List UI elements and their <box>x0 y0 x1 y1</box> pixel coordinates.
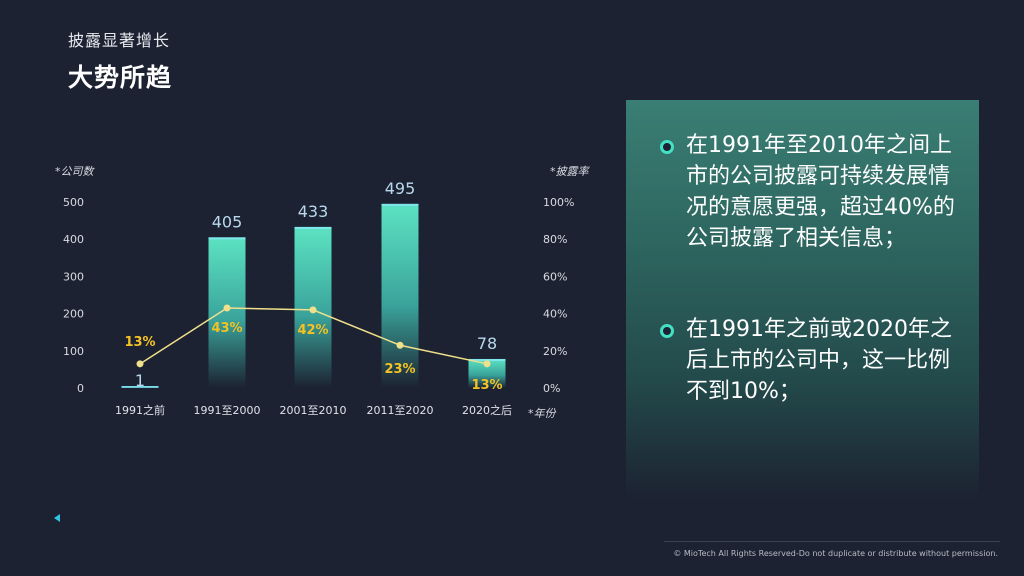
x-tick-label: 1991至2000 <box>194 404 261 417</box>
line-point <box>136 360 144 368</box>
bullet-dot-icon <box>660 324 674 338</box>
chart: *公司数 *披露率 *年份 0 100 200 300 400 500 0% 20% 40% 6… <box>55 165 590 420</box>
y-left-axis-label: *公司数 <box>55 165 95 178</box>
y-right-tick-label: 40% <box>543 308 567 321</box>
line-value-label: 42% <box>297 323 328 338</box>
bar-value-label: 495 <box>385 179 416 198</box>
line-point <box>223 304 231 312</box>
line-point <box>309 306 317 314</box>
x-tick-label: 2011至2020 <box>367 404 434 417</box>
y-left-tick-label: 100 <box>63 345 84 358</box>
back-arrow-icon[interactable] <box>54 514 60 522</box>
footer-copyright: © MioTech All Rights Reserved-Do not dup… <box>673 549 998 558</box>
line-value-label: 43% <box>211 321 242 336</box>
y-right-tick-label: 60% <box>543 270 567 283</box>
line-point <box>396 341 404 349</box>
bullet-dot-icon <box>660 140 674 154</box>
page-title: 大势所趋 <box>68 63 173 92</box>
bar-value-label: 433 <box>298 202 329 221</box>
y-right-tick-label: 100% <box>543 196 574 209</box>
x-tick-label: 1991之前 <box>115 403 165 417</box>
y-left-tick-label: 0 <box>77 382 84 395</box>
bar-top-edge <box>294 226 332 229</box>
line-value-label: 23% <box>384 362 415 377</box>
page-subtitle: 披露显著增长 <box>68 31 171 50</box>
insight-panel: 在1991年至2010年之间上市的公司披露可持续发展情况的意愿更强，超过40%的… <box>626 100 979 500</box>
line-point <box>483 360 491 368</box>
bar-top-edge <box>468 358 506 361</box>
bar-value-label: 405 <box>212 212 243 231</box>
x-axis-label: *年份 <box>528 407 556 420</box>
insight-bullet-2: 在1991年之前或2020年之后上市的公司中，这一比例不到10%； <box>686 317 952 404</box>
x-tick-label: 2020之后 <box>462 403 512 417</box>
bar-top-edge <box>208 237 246 240</box>
y-right-axis-label: *披露率 <box>550 165 590 178</box>
bar <box>381 203 419 388</box>
y-right-tick-label: 80% <box>543 233 567 246</box>
footer-divider <box>664 541 1000 542</box>
y-right-tick-label: 20% <box>543 345 567 358</box>
bar-top-edge <box>121 386 159 388</box>
y-left-tick-label: 500 <box>63 196 84 209</box>
y-left-tick-label: 400 <box>63 233 84 246</box>
x-tick-label: 2001至2010 <box>280 404 347 417</box>
bar-value-label: 1 <box>135 371 145 390</box>
line-value-label: 13% <box>124 335 155 350</box>
bar-top-edge <box>381 203 419 206</box>
bar-value-label: 78 <box>477 334 497 353</box>
y-left-tick-label: 200 <box>63 308 84 321</box>
insight-bullet-1: 在1991年至2010年之间上市的公司披露可持续发展情况的意愿更强，超过40%的… <box>686 133 955 251</box>
y-right-tick-label: 0% <box>543 382 560 395</box>
bar <box>208 237 246 388</box>
y-left-tick-label: 300 <box>63 270 84 283</box>
line-value-label: 13% <box>471 378 502 393</box>
